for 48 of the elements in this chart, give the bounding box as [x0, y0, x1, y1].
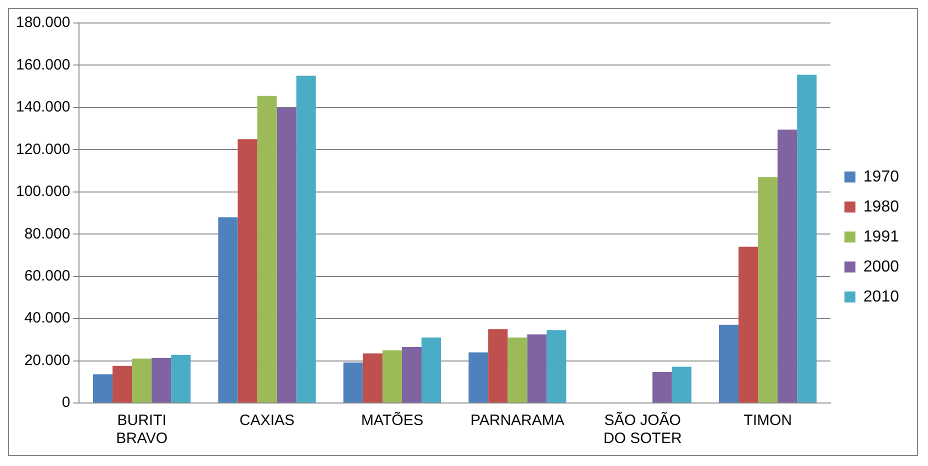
bar [468, 352, 488, 402]
x-tick-label: BURITI BRAVO [116, 412, 168, 448]
bar [488, 329, 508, 402]
bar [402, 347, 422, 402]
y-tick-label: 20.000 [24, 352, 70, 369]
x-tick-label: MATÕES [361, 411, 424, 430]
x-tick-label: CAXIAS [240, 412, 295, 430]
bar [238, 139, 258, 402]
x-tick-label: PARNARAMA [470, 412, 564, 430]
bar [343, 362, 363, 402]
x-tick-label: SÃO JOÃO DO SOTER [603, 411, 682, 448]
y-tick-label: 60.000 [24, 267, 70, 284]
legend-label: 1991 [863, 228, 900, 246]
bar [778, 130, 798, 402]
legend-label: 1980 [863, 198, 900, 216]
bar [527, 334, 547, 402]
bar [276, 107, 296, 402]
y-tick-label: 80.000 [24, 225, 70, 242]
y-tick-label: 180.000 [16, 14, 70, 32]
bar [758, 177, 778, 402]
bar [718, 324, 739, 402]
bar [382, 350, 402, 402]
y-tick-label: 100.000 [16, 183, 70, 200]
bar [257, 96, 277, 402]
bar [362, 353, 382, 402]
y-tick-label: 120.000 [16, 140, 70, 158]
legend-label: 2010 [863, 288, 900, 306]
bar [797, 74, 817, 402]
bar [508, 338, 528, 402]
y-tick-label: 40.000 [24, 310, 70, 327]
bar [171, 354, 191, 402]
bar [152, 358, 172, 402]
bar [296, 76, 316, 402]
legend-label: 2000 [863, 258, 900, 276]
legend-label: 1970 [863, 168, 900, 186]
bar [218, 217, 238, 402]
bar [652, 372, 672, 402]
y-tick-label: 0 [62, 394, 70, 412]
bar [672, 366, 692, 402]
y-tick-label: 140.000 [16, 98, 70, 116]
bar [738, 246, 758, 402]
bar [546, 330, 566, 402]
bar [422, 338, 442, 402]
bar [92, 374, 113, 402]
bar [112, 366, 132, 402]
y-tick-label: 160.000 [16, 56, 70, 74]
bar [132, 358, 152, 402]
x-tick-label: TIMON [744, 412, 792, 430]
